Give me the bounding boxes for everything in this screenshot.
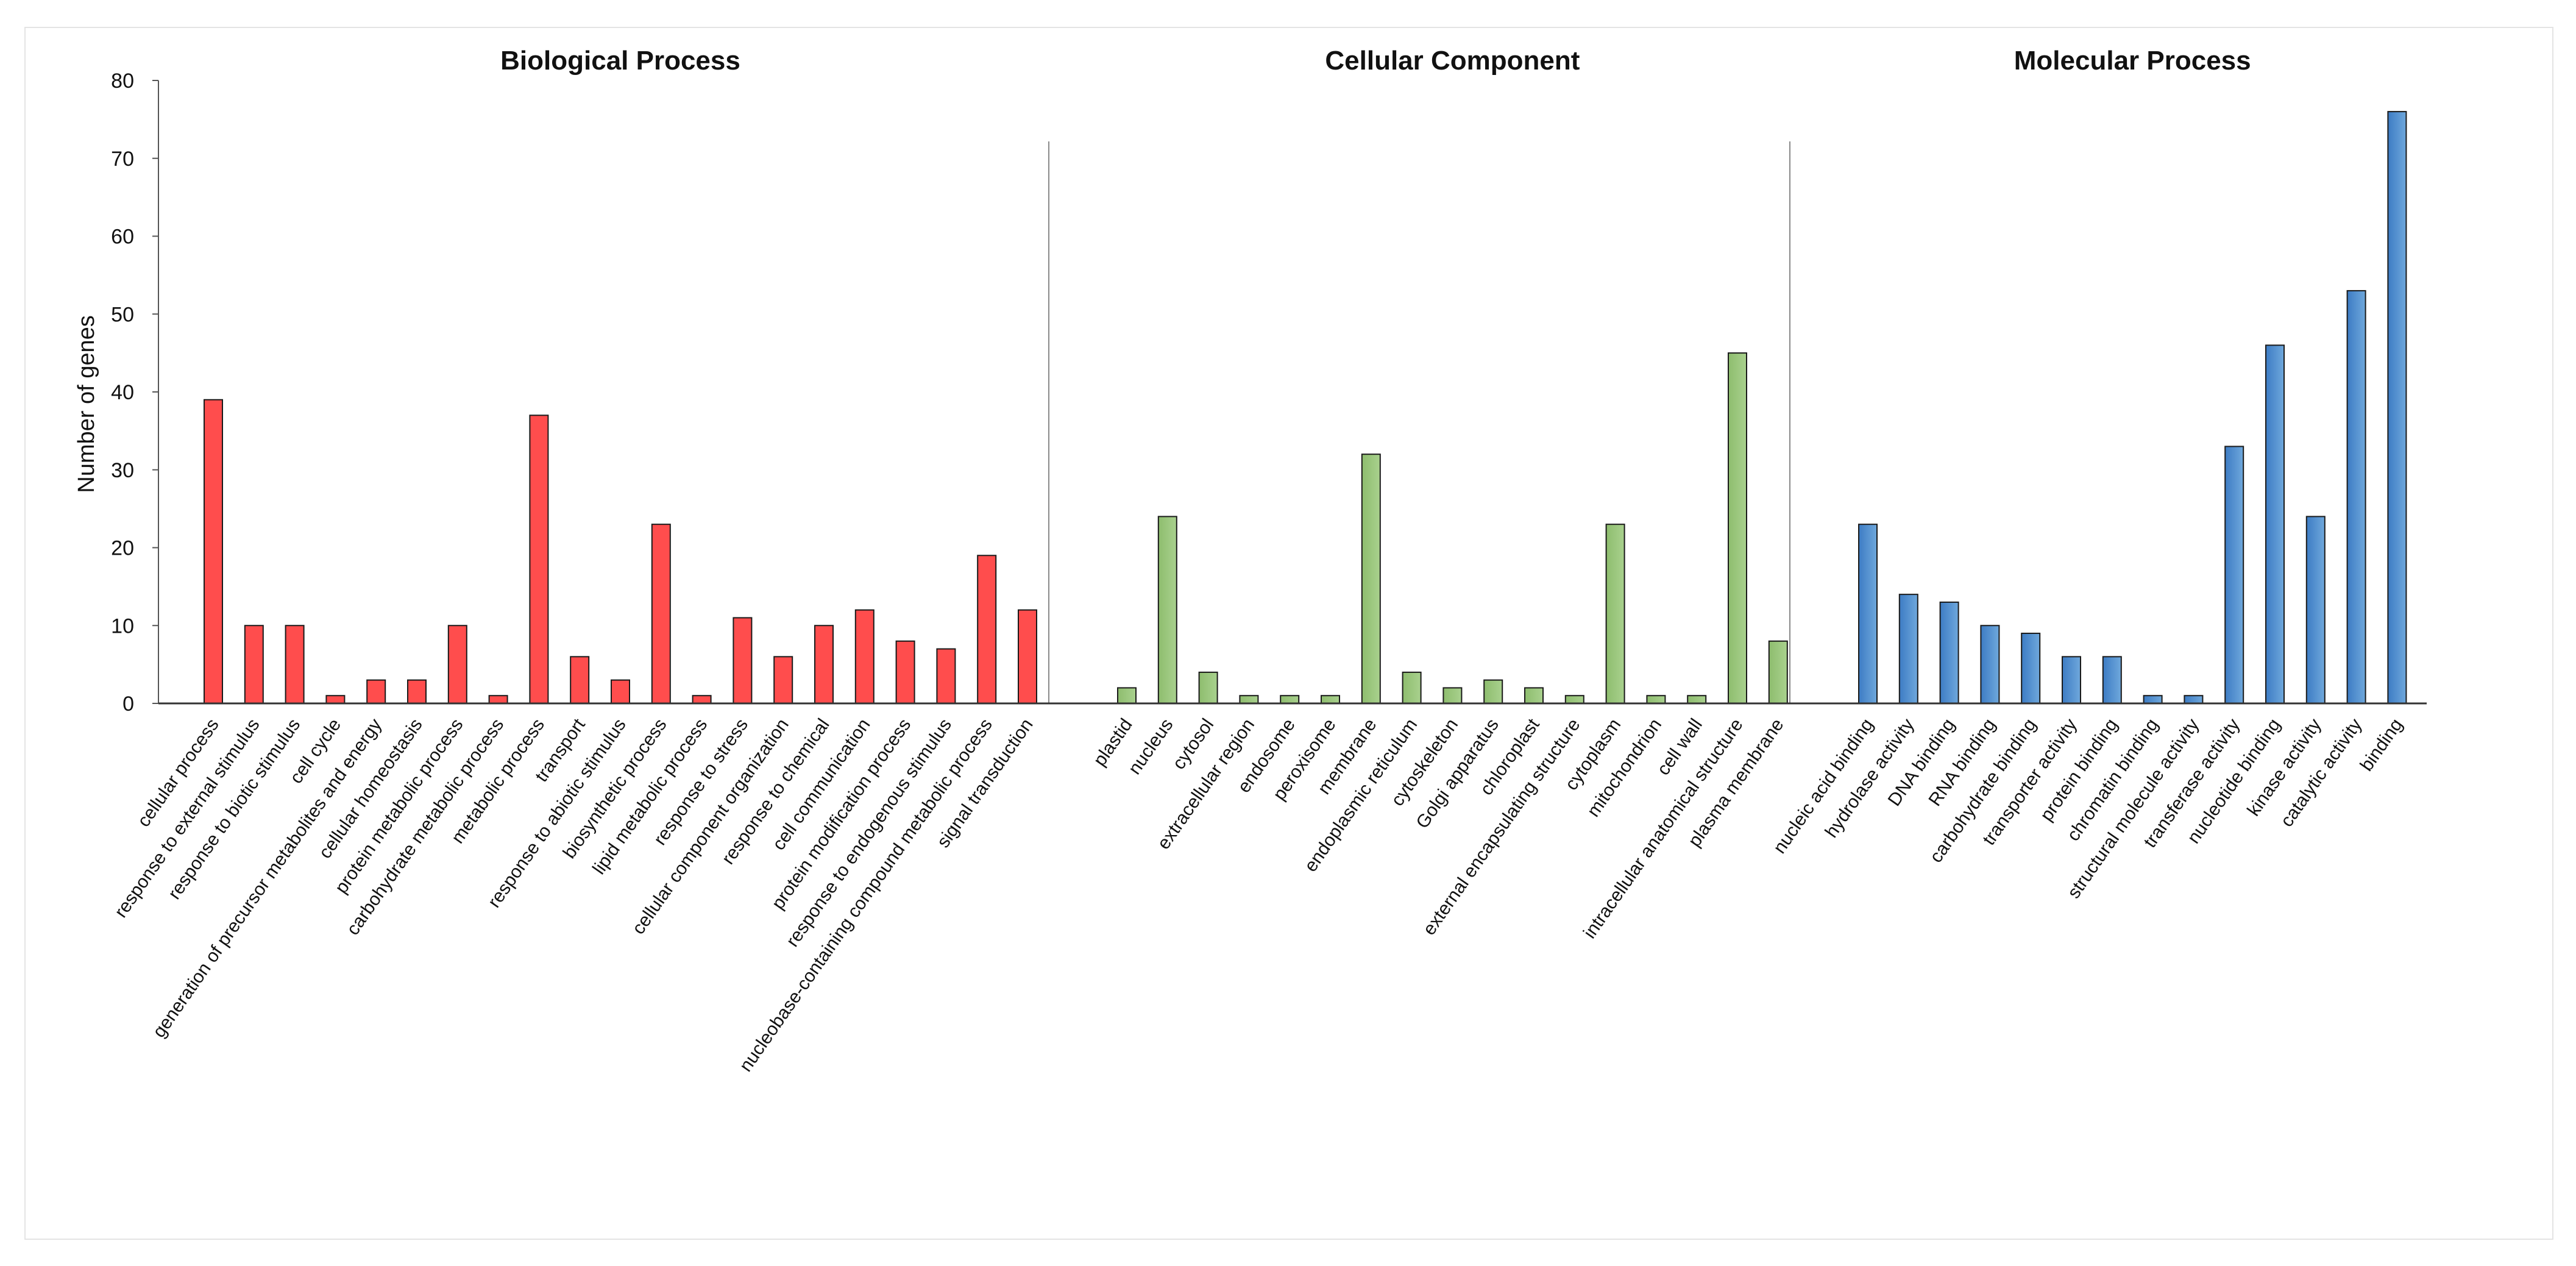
bar-cc-4 [1239,695,1259,704]
bar-bp-5 [366,679,386,705]
bar-cc-12 [1564,695,1584,704]
bar-mp-12 [2305,516,2326,705]
bar-cc-8 [1402,671,1422,705]
bar-mp-4 [1980,625,2000,704]
bar-bp-17 [854,609,875,705]
bar-bp-7 [447,625,467,704]
bar-bp-8 [488,695,508,704]
bar-bp-6 [407,679,427,705]
y-tick-label: 80 [111,69,134,93]
bar-mp-8 [2143,695,2163,704]
bar-bp-9 [529,414,549,704]
bar-bp-4 [325,695,346,704]
bar-bp-14 [733,617,753,704]
y-tick-label: 50 [111,303,134,326]
bar-bp-3 [285,625,305,704]
bar-bp-1 [204,399,223,705]
bar-mp-2 [1898,594,1918,705]
bar-mp-9 [2184,695,2204,704]
bar-bp-21 [1018,609,1037,705]
bar-bp-2 [244,625,264,704]
y-axis-title: Number of genes [74,315,99,493]
bar-mp-13 [2346,290,2366,704]
bar-cc-11 [1524,687,1544,704]
bar-bp-20 [977,555,997,705]
bar-mp-7 [2102,656,2122,704]
bar-mp-1 [1858,524,1878,704]
go-annotation-chart: 0 10 20 30 40 50 60 70 80 Number of genes Biologic… [74,46,2427,1075]
y-tick-label: 0 [122,692,134,716]
y-tick-label: 70 [111,148,134,171]
bar-cc-7 [1361,453,1381,704]
bar-bp-16 [814,625,834,704]
bar-cc-13 [1605,524,1625,704]
bar-cc-17 [1768,640,1788,704]
chart-frame: 0 10 20 30 40 50 60 70 80 Number of genes Biologic… [24,27,2553,1240]
bar-mp-11 [2265,344,2285,704]
bar-bp-11 [611,679,630,705]
panel-title-bp: Biological Process [500,46,740,76]
bar-mp-14 [2387,111,2407,705]
bar-cc-16 [1728,352,1747,704]
y-tick-label: 60 [111,226,134,249]
bar-bp-10 [570,656,590,704]
y-tick-label: 40 [111,381,134,404]
bar-cc-14 [1646,695,1666,704]
y-tick-label: 30 [111,459,134,482]
x-tick-label: binding [2357,715,2407,775]
bar-bp-19 [936,648,956,705]
y-tick-label: 10 [111,614,134,638]
bar-mp-10 [2224,446,2244,704]
bar-bp-12 [651,524,671,704]
bar-bp-13 [692,695,712,704]
y-tick-label: 20 [111,537,134,560]
panel-title-cc: Cellular Component [1325,46,1580,76]
bar-mp-5 [2021,633,2041,705]
bar-cc-2 [1157,516,1177,705]
panel-title-mp: Molecular Process [2014,46,2251,76]
bar-bp-15 [773,656,793,704]
bar-mp-6 [2062,656,2081,704]
bar-mp-3 [1939,601,1959,704]
bar-cc-1 [1117,687,1137,704]
bar-cc-5 [1280,695,1300,704]
bar-cc-9 [1442,687,1463,704]
bar-cc-3 [1198,671,1218,705]
bar-cc-15 [1687,695,1707,704]
bar-cc-6 [1321,695,1340,704]
bar-cc-10 [1483,679,1503,705]
bar-bp-18 [895,640,915,704]
